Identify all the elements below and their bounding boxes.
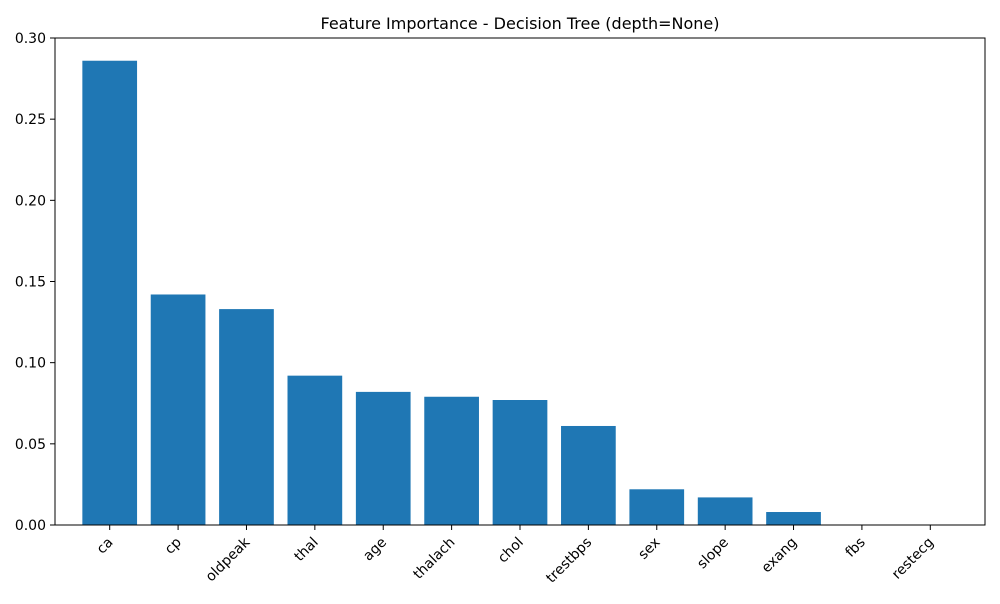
- y-axis: 0.00 0.05 0.10 0.15 0.20 0.25 0.30: [15, 31, 55, 534]
- x-tick-label: oldpeak: [203, 534, 254, 585]
- x-tick-label: thal: [291, 535, 321, 565]
- plot-frame: [54, 37, 986, 526]
- x-tick-label: cp: [162, 534, 185, 557]
- y-tick-label: 0.15: [15, 275, 46, 291]
- x-tick-label: thalach: [410, 535, 458, 583]
- bar-sex: [629, 489, 685, 525]
- x-tick-label: ca: [94, 535, 117, 558]
- bar-ca: [82, 60, 138, 526]
- bars-group: [82, 60, 821, 526]
- bar-chol: [492, 400, 548, 525]
- bar-thal: [287, 375, 343, 525]
- chart-title: Feature Importance - Decision Tree (dept…: [320, 14, 719, 33]
- x-tick-label: chol: [495, 535, 527, 567]
- x-axis: ca cp oldpeak thal age thalach chol trestbps sex…: [94, 525, 937, 586]
- x-tick-label: restecg: [889, 535, 937, 583]
- x-tick-label: age: [360, 535, 390, 565]
- y-tick-label: 0.00: [15, 518, 46, 534]
- bar-exang: [766, 512, 821, 525]
- x-tick-label: exang: [759, 535, 801, 577]
- y-tick-label: 0.20: [15, 193, 46, 209]
- y-tick-label: 0.30: [15, 31, 46, 47]
- bar-trestbps: [561, 425, 616, 525]
- bar-slope: [697, 497, 753, 525]
- y-tick-label: 0.05: [15, 437, 46, 453]
- x-tick-label: fbs: [842, 535, 868, 561]
- bar-oldpeak: [219, 309, 274, 525]
- bar-cp: [150, 294, 206, 525]
- bar-thalach: [424, 396, 479, 525]
- y-tick-label: 0.10: [15, 356, 46, 372]
- y-tick-label: 0.25: [15, 112, 46, 128]
- x-tick-label: sex: [635, 535, 663, 563]
- x-tick-label: trestbps: [543, 535, 595, 587]
- bar-age: [355, 391, 411, 525]
- x-tick-label: slope: [694, 535, 732, 573]
